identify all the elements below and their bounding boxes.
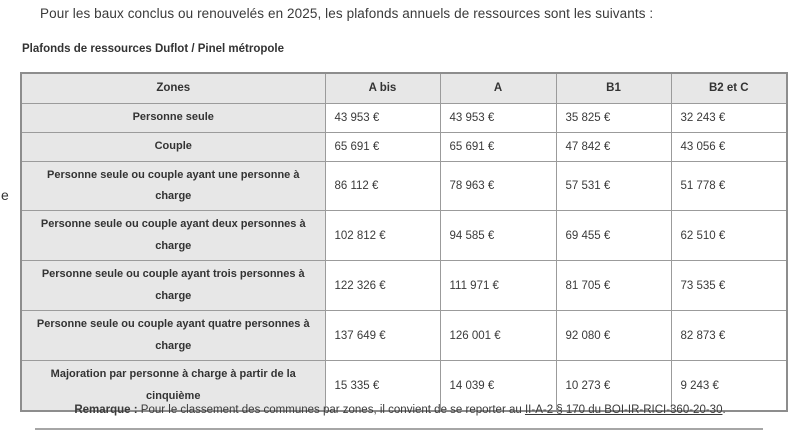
remark-link[interactable]: II-A-2 § 170 du BOI-IR-RICI-360-20-30 — [524, 404, 723, 416]
table-row: Personne seule ou couple ayant trois per… — [20, 260, 788, 312]
table-row: Personne seule ou couple ayant une perso… — [20, 160, 788, 212]
table-row: Personne seule 43 953 € 43 953 € 35 825 … — [20, 102, 788, 133]
zone-cell: Personne seule — [20, 102, 326, 133]
table-header-row: Zones A bis A B1 B2 et C — [20, 72, 788, 104]
column-header-b1: B1 — [555, 72, 672, 104]
remark-text-before-link: Pour le classement des communes par zone… — [137, 404, 525, 416]
value-cell: 73 535 € — [670, 260, 788, 312]
margin-text-fragment: e — [1, 187, 9, 203]
resources-table: Zones A bis A B1 B2 et C Personne seule … — [20, 72, 788, 413]
value-cell: 51 778 € — [670, 160, 788, 212]
remark: Remarque : Pour le classement des commun… — [0, 404, 800, 416]
value-cell: 102 812 € — [324, 210, 441, 262]
column-header-a: A — [439, 72, 557, 104]
value-cell: 32 243 € — [670, 102, 788, 133]
remark-text-after-link: . — [722, 404, 726, 416]
value-cell: 65 691 € — [439, 131, 557, 162]
value-cell: 10 273 € — [555, 360, 672, 412]
value-cell: 86 112 € — [324, 160, 441, 212]
value-cell: 111 971 € — [439, 260, 557, 312]
column-header-b2-et-c: B2 et C — [670, 72, 788, 104]
value-cell: 43 953 € — [439, 102, 557, 133]
zone-cell: Couple — [20, 131, 326, 162]
value-cell: 126 001 € — [439, 310, 557, 362]
value-cell: 62 510 € — [670, 210, 788, 262]
bottom-divider — [35, 428, 763, 430]
table-row: Personne seule ou couple ayant quatre pe… — [20, 310, 788, 362]
zone-cell: Personne seule ou couple ayant deux pers… — [20, 210, 326, 262]
value-cell: 81 705 € — [555, 260, 672, 312]
table-title: Plafonds de ressources Duflot / Pinel mé… — [22, 43, 285, 55]
column-header-a-bis: A bis — [324, 72, 441, 104]
value-cell: 35 825 € — [555, 102, 672, 133]
table-row: Majoration par personne à charge à parti… — [20, 360, 788, 412]
value-cell: 69 455 € — [555, 210, 672, 262]
remark-label: Remarque : — [74, 404, 138, 416]
zone-cell: Personne seule ou couple ayant une perso… — [20, 160, 326, 212]
value-cell: 57 531 € — [555, 160, 672, 212]
value-cell: 65 691 € — [324, 131, 441, 162]
value-cell: 92 080 € — [555, 310, 672, 362]
value-cell: 47 842 € — [555, 131, 672, 162]
value-cell: 14 039 € — [439, 360, 557, 412]
value-cell: 43 056 € — [670, 131, 788, 162]
value-cell: 43 953 € — [324, 102, 441, 133]
value-cell: 82 873 € — [670, 310, 788, 362]
intro-text: Pour les baux conclus ou renouvelés en 2… — [40, 6, 654, 21]
value-cell: 78 963 € — [439, 160, 557, 212]
value-cell: 94 585 € — [439, 210, 557, 262]
value-cell: 122 326 € — [324, 260, 441, 312]
zone-cell: Personne seule ou couple ayant quatre pe… — [20, 310, 326, 362]
value-cell: 9 243 € — [670, 360, 788, 412]
value-cell: 15 335 € — [324, 360, 441, 412]
table-row: Couple 65 691 € 65 691 € 47 842 € 43 056… — [20, 131, 788, 162]
value-cell: 137 649 € — [324, 310, 441, 362]
table-row: Personne seule ou couple ayant deux pers… — [20, 210, 788, 262]
zone-cell: Majoration par personne à charge à parti… — [20, 360, 326, 412]
column-header-zones: Zones — [20, 72, 326, 104]
zone-cell: Personne seule ou couple ayant trois per… — [20, 260, 326, 312]
